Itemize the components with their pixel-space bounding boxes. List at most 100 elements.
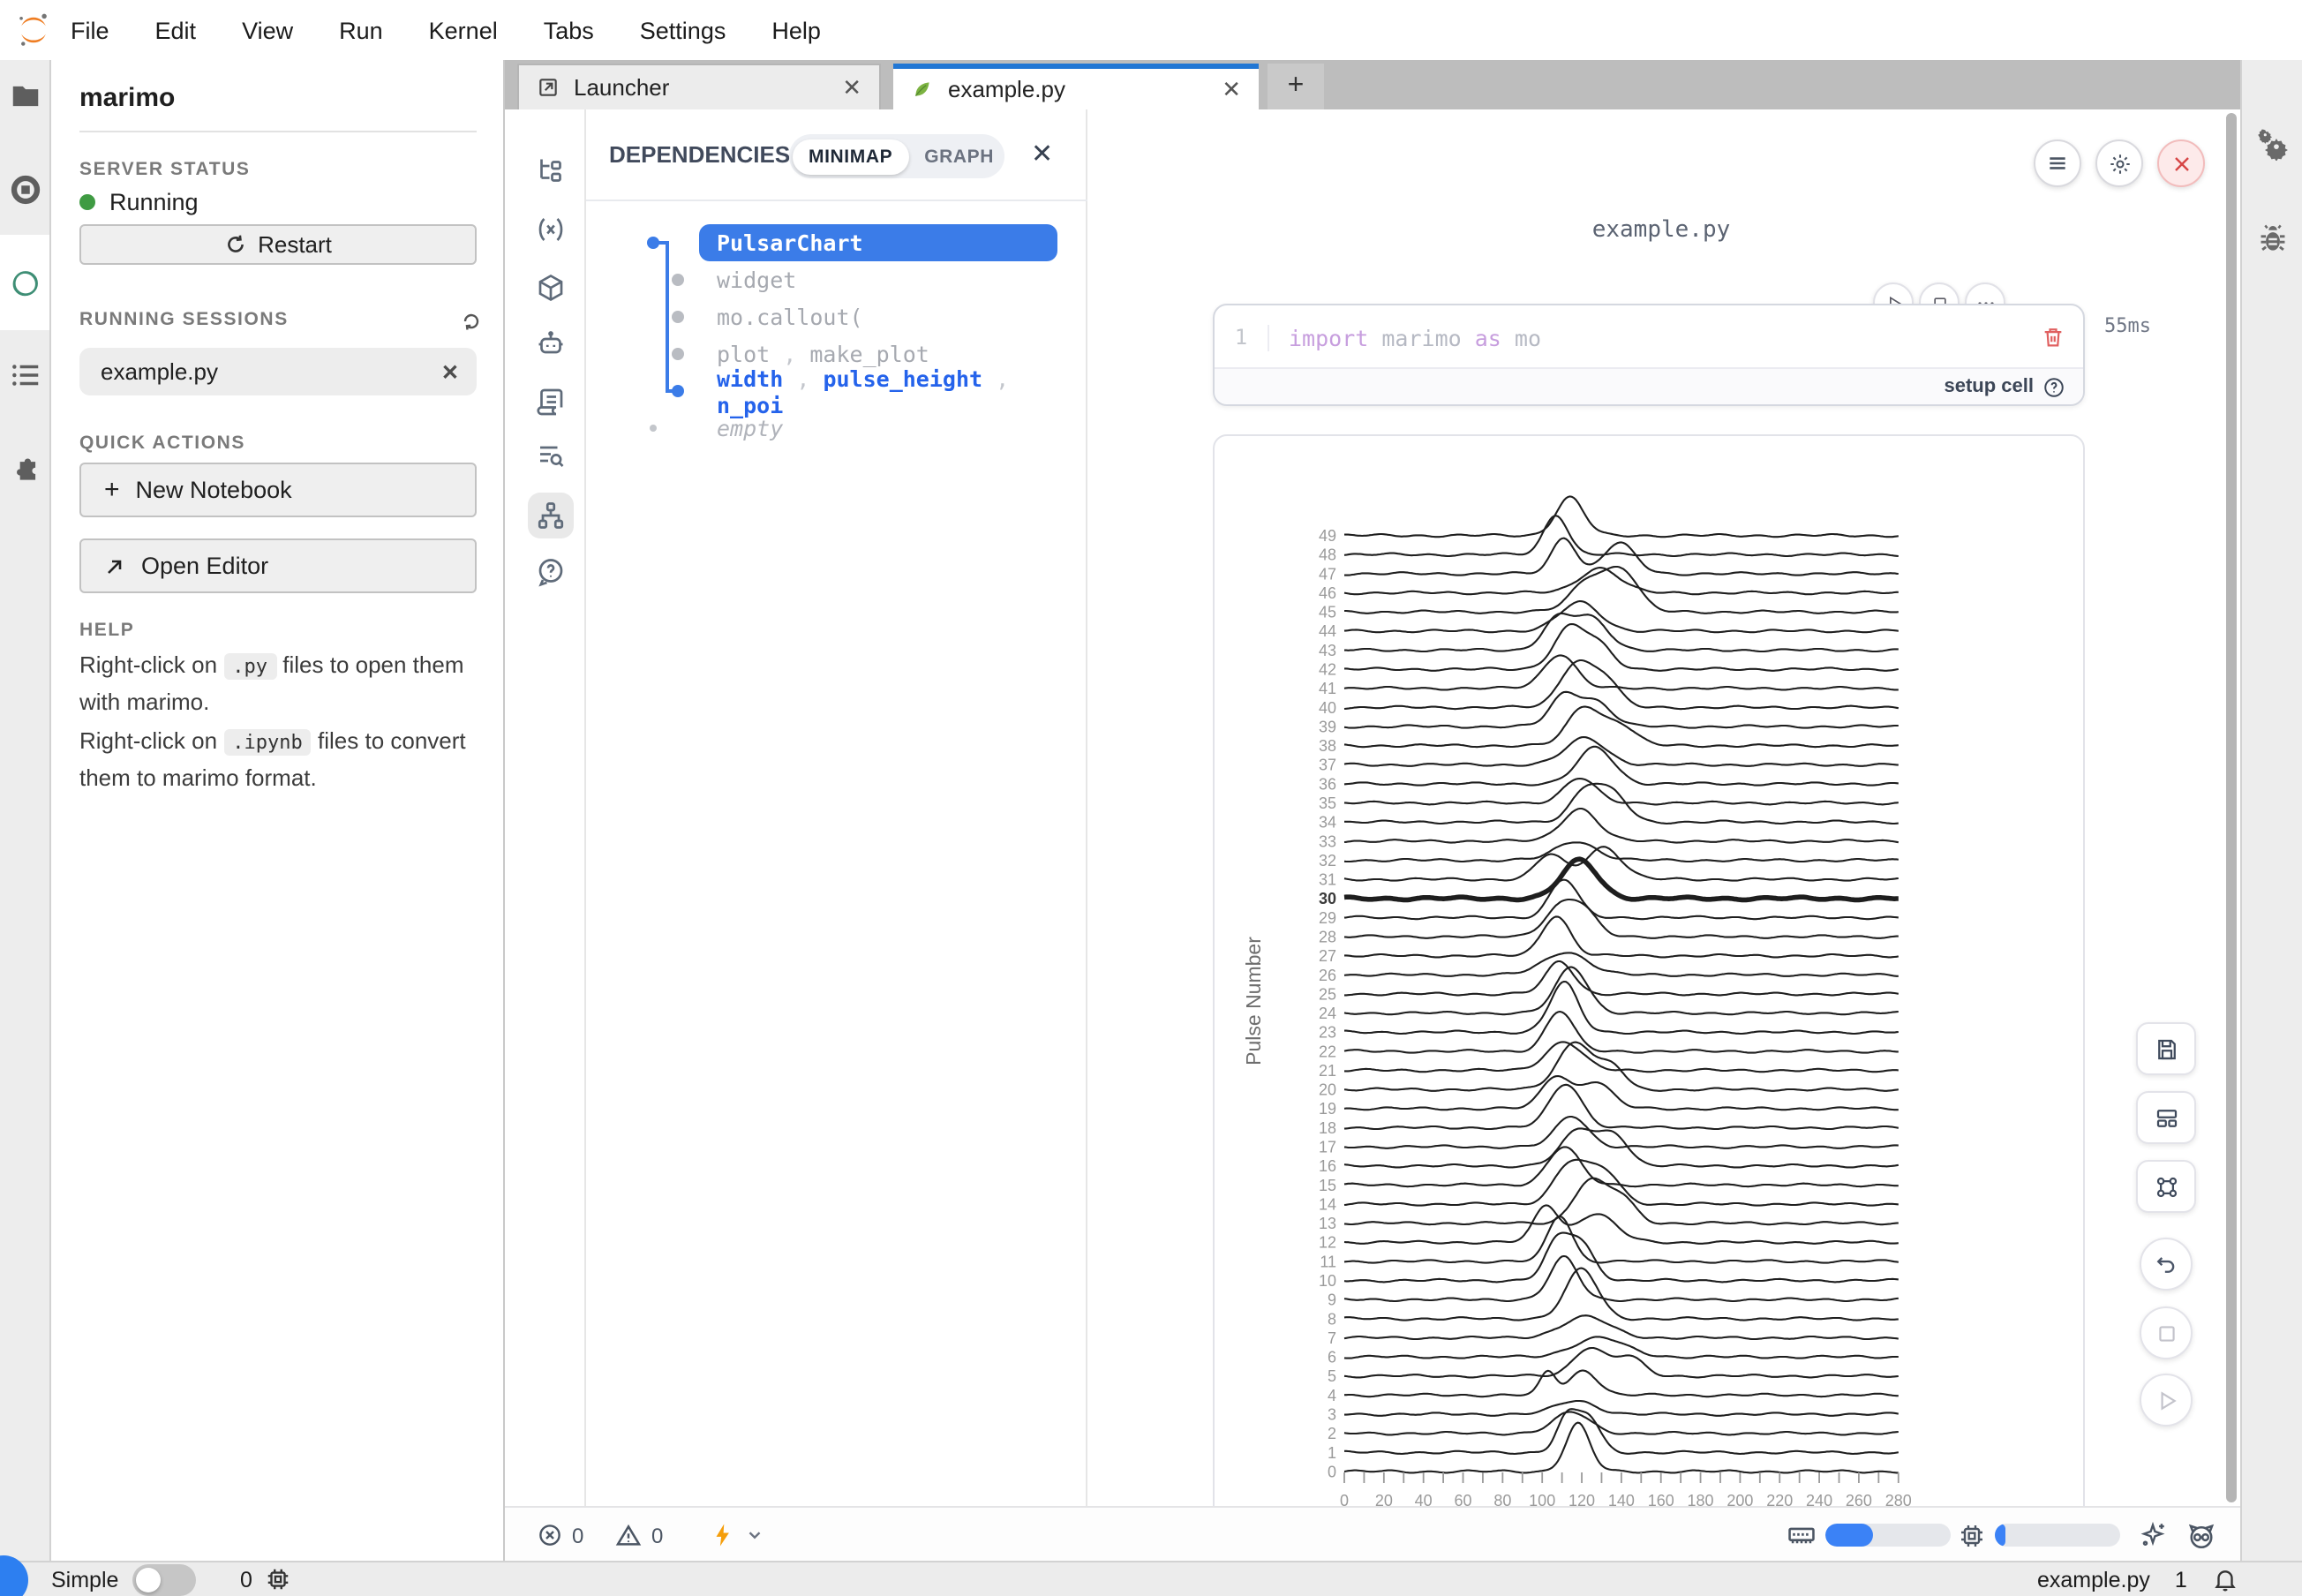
pulse-line-25 (1344, 960, 1899, 997)
ai-robot-icon[interactable] (528, 321, 574, 367)
y-tick-11: 11 (1320, 1253, 1336, 1270)
pulse-line-26 (1343, 952, 1899, 977)
y-tick-29: 29 (1319, 909, 1336, 927)
lightning-icon (716, 1524, 729, 1547)
tree-node-empty[interactable]: empty (586, 410, 1087, 447)
y-tick-42: 42 (1319, 661, 1336, 679)
pulse-line-31 (1343, 846, 1899, 882)
menu-help[interactable]: Help (771, 17, 821, 43)
file-browser-folder-icon[interactable] (9, 79, 42, 113)
hamburger-menu-button[interactable] (2034, 139, 2081, 187)
logs-scroll-icon[interactable] (528, 378, 574, 424)
session-item[interactable]: example.py ✕ (79, 348, 477, 395)
marimo-ring-icon[interactable] (9, 267, 42, 300)
save-button[interactable] (2136, 1022, 2196, 1075)
delete-cell-trash-icon[interactable] (2041, 325, 2065, 350)
memory-meter-fill (1825, 1524, 1873, 1547)
tab-close-icon[interactable]: ✕ (1222, 75, 1241, 102)
menu-kernel[interactable]: Kernel (428, 17, 498, 43)
main-panel: DEPENDENCIES MINIMAP GRAPH ✕ PulsarChart w… (505, 109, 2240, 1506)
tab-example-py[interactable]: example.py ✕ (893, 64, 1259, 109)
bell-icon[interactable] (2212, 1566, 2238, 1592)
menu-edit[interactable]: Edit (154, 17, 197, 43)
refresh-sessions-icon[interactable] (461, 311, 482, 332)
pulse-line-2 (1343, 1411, 1899, 1436)
vertical-scrollbar[interactable] (2226, 113, 2237, 1502)
run-all-button[interactable] (2140, 1374, 2193, 1427)
menu-tabs[interactable]: Tabs (543, 17, 594, 43)
running-terminals-stop-icon[interactable] (9, 173, 42, 207)
close-notebook-button[interactable] (2157, 139, 2205, 187)
restart-button[interactable]: Restart (79, 224, 477, 265)
y-tick-49: 49 (1319, 527, 1336, 545)
quick-actions-heading: QUICK ACTIONS (79, 433, 246, 454)
kernel-status-group[interactable]: 0 (240, 1562, 291, 1596)
tree-node-label: mo.callout( (717, 304, 863, 330)
menu-file[interactable]: File (71, 17, 109, 43)
help-heading: HELP (79, 620, 135, 641)
extensions-puzzle-icon[interactable] (9, 452, 42, 486)
command-palette-button[interactable] (2136, 1160, 2196, 1213)
session-close-icon[interactable]: ✕ (440, 359, 459, 384)
property-inspector-gears-icon[interactable] (2256, 127, 2290, 161)
tab-label: Launcher (574, 74, 670, 101)
y-tick-39: 39 (1319, 718, 1336, 735)
assistant-cat-button[interactable] (2185, 1508, 2217, 1562)
y-tick-25: 25 (1319, 985, 1336, 1003)
left-dock (0, 60, 51, 1561)
interrupt-button[interactable] (2140, 1306, 2193, 1359)
y-tick-31: 31 (1319, 871, 1336, 889)
pulse-line-9 (1343, 1254, 1899, 1303)
pulse-line-42 (1344, 622, 1899, 672)
toggle-knob (136, 1567, 162, 1592)
tree-node-widget[interactable]: widget (586, 261, 1087, 298)
tab-launcher[interactable]: Launcher ✕ (517, 64, 881, 109)
tree-node-plot[interactable]: plot , make_plot (586, 335, 1087, 373)
pulse-line-15 (1343, 1146, 1899, 1188)
new-tab-button[interactable]: + (1268, 64, 1324, 109)
y-tick-22: 22 (1319, 1043, 1336, 1060)
pulse-line-6 (1343, 1336, 1899, 1359)
tab-close-icon[interactable]: ✕ (842, 73, 861, 100)
menu-run[interactable]: Run (339, 17, 383, 43)
undo-button[interactable] (2140, 1238, 2193, 1291)
help-bubble-icon[interactable] (528, 549, 574, 595)
tree-node-width[interactable]: width , pulse_height , n_poi (586, 365, 1087, 418)
pulse-line-30 (1343, 856, 1900, 903)
menu-settings[interactable]: Settings (639, 17, 726, 43)
menu-view[interactable]: View (242, 17, 294, 43)
tree-node-mo-callout-[interactable]: mo.callout( (586, 298, 1087, 335)
marimo-sidebar: marimo SERVER STATUS Running Restart RUN… (51, 60, 505, 1561)
simple-mode-toggle[interactable] (132, 1563, 197, 1595)
dependencies-graph-icon[interactable] (528, 493, 574, 538)
kernel-activity-indicator[interactable] (710, 1508, 764, 1562)
new-notebook-button[interactable]: + New Notebook (79, 463, 477, 517)
notebook-settings-gear-button[interactable] (2095, 139, 2143, 187)
sessions-list-icon[interactable] (9, 358, 42, 392)
ai-sparkle-button[interactable] (2138, 1508, 2168, 1562)
toggle-minimap[interactable]: MINIMAP (793, 139, 909, 174)
tree-node-label: plot , make_plot (717, 341, 929, 367)
x-tick-40: 40 (1415, 1492, 1433, 1506)
pulse-line-35 (1343, 777, 1899, 806)
errors-indicator[interactable]: 0 (537, 1508, 583, 1562)
setup-help-icon[interactable] (2042, 375, 2065, 398)
chevron-down-icon (749, 1532, 761, 1540)
search-list-icon[interactable] (528, 433, 574, 478)
running-sessions-heading: RUNNING SESSIONS (79, 309, 289, 330)
file-tree-icon[interactable] (528, 148, 574, 194)
ram-icon (1788, 1527, 1815, 1544)
code-line[interactable]: import marimo as mo (1268, 324, 1541, 350)
dependency-tree: PulsarChart widget mo.callout( plot , make_… (586, 201, 1087, 554)
tree-node-pulsarchart[interactable]: PulsarChart (586, 224, 1087, 261)
variables-icon[interactable] (528, 207, 574, 252)
setup-cell[interactable]: 1 import marimo as mo setup cell (1213, 304, 2085, 406)
warnings-indicator[interactable]: 0 (614, 1508, 663, 1562)
packages-box-icon[interactable] (528, 265, 574, 311)
toggle-graph[interactable]: GRAPH (924, 146, 995, 167)
open-editor-button[interactable]: Open Editor (79, 538, 477, 593)
close-icon[interactable]: ✕ (1031, 139, 1054, 169)
debugger-bug-icon[interactable] (2256, 222, 2290, 256)
layout-button[interactable] (2136, 1091, 2196, 1144)
right-dock (2240, 60, 2302, 1561)
